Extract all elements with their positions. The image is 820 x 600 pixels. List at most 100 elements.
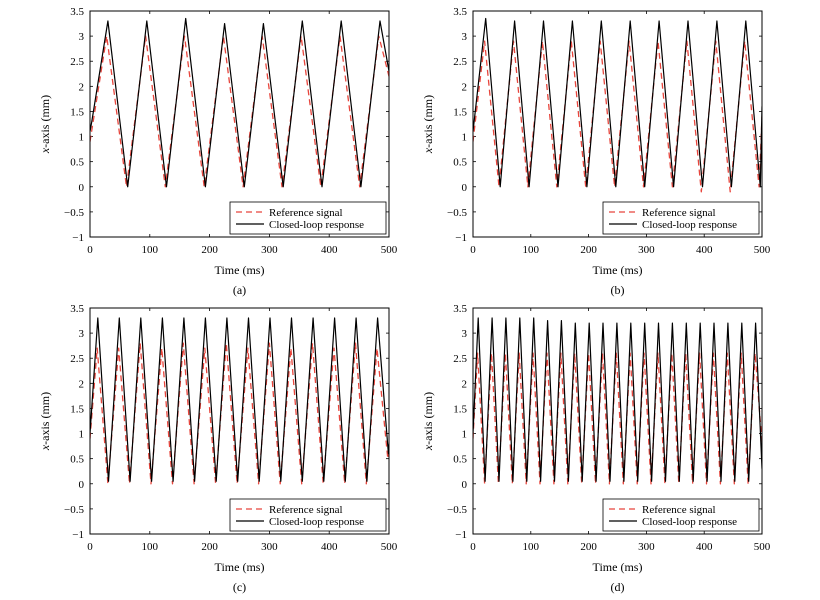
x-tick-label: 100	[142, 244, 159, 256]
y-tick-label: 0	[462, 479, 468, 491]
y-tick-label: 2.5	[70, 56, 84, 68]
legend-label: Closed-loop response	[642, 516, 737, 528]
y-tick-label: 1	[79, 429, 85, 441]
y-tick-label: −1	[455, 232, 467, 244]
legend-label: Reference signal	[642, 207, 716, 219]
y-axis-label: x-axis (mm)	[38, 392, 52, 451]
x-tick-label: 200	[580, 244, 597, 256]
y-axis-label-italic: x	[421, 147, 435, 154]
y-axis-label: x-axis (mm)	[421, 95, 435, 154]
y-tick-label: 0	[462, 182, 468, 194]
panel-label: (d)	[611, 580, 625, 594]
plot-frame	[472, 10, 763, 238]
y-axis-label-italic: x	[421, 444, 435, 451]
y-tick-label: 2	[462, 378, 468, 390]
legend-label: Reference signal	[642, 504, 716, 516]
y-tick-label: 0.5	[70, 157, 84, 169]
plot-frame	[472, 307, 763, 535]
y-tick-label: −1	[72, 529, 84, 541]
y-tick-label: 1	[462, 429, 468, 441]
y-tick-label: 1.5	[70, 403, 84, 415]
x-tick-label: 200	[201, 541, 218, 553]
y-axis-label: x-axis (mm)	[38, 95, 52, 154]
y-tick-label: −0.5	[64, 207, 84, 219]
chart-panel-4: −1 −0.5 0 0.5 1 1.5 2 2.5 3 3.5 0 100 200 300 400 500 Re…	[421, 303, 771, 594]
x-tick-label: 300	[638, 541, 655, 553]
y-tick-label: 1.5	[453, 403, 467, 415]
x-axis-label: Time (ms)	[215, 560, 265, 574]
x-tick-label: 500	[381, 541, 398, 553]
y-tick-label: 2	[79, 81, 85, 93]
x-tick-label: 300	[261, 244, 278, 256]
y-tick-label: 3	[462, 31, 468, 43]
x-tick-label: 100	[142, 541, 159, 553]
closed-loop-response-line	[90, 317, 389, 482]
y-tick-label: 2	[462, 81, 468, 93]
legend-box	[229, 498, 387, 532]
y-tick-label: −0.5	[447, 504, 467, 516]
chart-panel-1: −1 −0.5 0 0.5 1 1.5 2 2.5 3 3.5 0 100 200 300 400 500 Re…	[38, 6, 398, 297]
y-tick-label: 0.5	[453, 454, 467, 466]
y-tick-label: 2.5	[453, 56, 467, 68]
y-tick-label: 0	[79, 479, 85, 491]
x-tick-label: 400	[321, 244, 338, 256]
y-tick-label: 1	[79, 132, 85, 144]
x-tick-label: 0	[470, 541, 476, 553]
x-axis-label: Time (ms)	[215, 263, 265, 277]
x-tick-label: 200	[580, 541, 597, 553]
y-tick-label: 0	[79, 182, 85, 194]
y-axis-label-rest: -axis (mm)	[38, 95, 52, 148]
panel-label: (b)	[611, 283, 625, 297]
y-axis-label: x-axis (mm)	[421, 392, 435, 451]
y-tick-label: 1	[462, 132, 468, 144]
x-tick-label: 100	[523, 244, 540, 256]
x-tick-label: 300	[261, 541, 278, 553]
legend-box	[602, 498, 760, 532]
plot-frame	[89, 10, 390, 238]
y-tick-label: 2.5	[453, 353, 467, 365]
y-tick-label: 3.5	[453, 303, 467, 315]
x-tick-label: 0	[470, 244, 476, 256]
y-tick-label: 0.5	[453, 157, 467, 169]
y-axis-label-rest: -axis (mm)	[38, 392, 52, 445]
legend-box	[602, 201, 760, 235]
y-axis-label-rest: -axis (mm)	[421, 392, 435, 445]
y-tick-label: 3.5	[453, 6, 467, 18]
reference-signal-line	[473, 352, 762, 485]
legend-label: Closed-loop response	[269, 516, 364, 528]
x-tick-label: 400	[321, 541, 338, 553]
panel-label: (c)	[233, 580, 246, 594]
y-tick-label: 3	[462, 328, 468, 340]
legend-box	[229, 201, 387, 235]
y-tick-label: 1.5	[70, 106, 84, 118]
y-tick-label: 3.5	[70, 303, 84, 315]
closed-loop-response-line	[473, 317, 762, 482]
x-tick-label: 0	[87, 244, 93, 256]
reference-signal-line	[90, 35, 389, 188]
y-tick-label: 0.5	[70, 454, 84, 466]
y-axis-label-italic: x	[38, 147, 52, 154]
y-axis-label-italic: x	[38, 444, 52, 451]
x-tick-label: 400	[696, 244, 713, 256]
x-tick-label: 500	[754, 541, 771, 553]
legend-label: Reference signal	[269, 207, 343, 219]
legend-label: Closed-loop response	[269, 219, 364, 231]
y-tick-label: 2.5	[70, 353, 84, 365]
x-tick-label: 0	[87, 541, 93, 553]
y-tick-label: 3	[79, 328, 85, 340]
y-tick-label: −0.5	[64, 504, 84, 516]
y-tick-label: 3	[79, 31, 85, 43]
closed-loop-response-line	[473, 17, 762, 188]
x-tick-label: 200	[201, 244, 218, 256]
y-tick-label: 1.5	[453, 106, 467, 118]
y-tick-label: −1	[455, 529, 467, 541]
y-tick-label: −0.5	[447, 207, 467, 219]
x-tick-label: 300	[638, 244, 655, 256]
y-tick-label: −1	[72, 232, 84, 244]
y-axis-label-rest: -axis (mm)	[421, 95, 435, 148]
